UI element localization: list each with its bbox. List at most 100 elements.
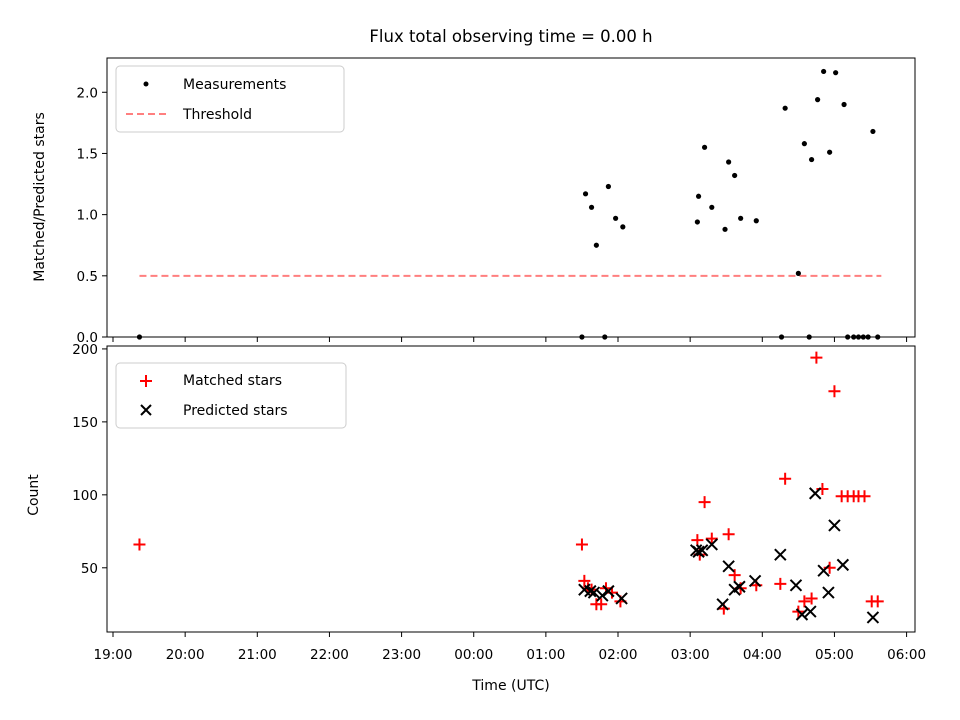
measurement-point — [732, 172, 738, 179]
x-tick-label: 03:00 — [671, 647, 710, 663]
top-axes-frame — [106, 57, 916, 338]
bottom-axes-frame — [106, 345, 916, 633]
x-tick-label: 23:00 — [382, 647, 421, 663]
predicted-star-point — [866, 611, 880, 624]
matched-star-point — [779, 472, 792, 485]
matched-star-point — [575, 538, 588, 551]
chart-title: Flux total observing time = 0.00 h — [369, 27, 652, 46]
x-tick-label: 02:00 — [599, 647, 638, 663]
measurement-point — [808, 156, 815, 163]
matched-star-point — [595, 598, 608, 611]
matched-star-point — [774, 577, 787, 590]
bottom-y-tick-label: 150 — [72, 415, 98, 431]
matched-star-point — [798, 595, 811, 608]
predicted-star-point — [692, 545, 705, 558]
measurement-point — [827, 149, 833, 155]
matched-star-point — [705, 532, 718, 545]
bottom-y-tick-label: 100 — [72, 488, 98, 504]
top-y-ticks: 0.0 0.5 1.0 1.5 2.0 — [77, 85, 107, 346]
predicted-star-point — [828, 519, 841, 532]
top-y-tick-label: 2.0 — [77, 85, 98, 101]
measurement-point — [722, 226, 728, 232]
matched-star-point — [858, 490, 871, 503]
measurement-point — [613, 215, 619, 221]
legend-measurements-label: Measurements — [183, 77, 286, 93]
x-tick-label: 21:00 — [238, 647, 277, 663]
measurement-point — [582, 191, 589, 197]
bottom-legend: Matched stars Predicted stars — [115, 362, 347, 429]
x-tick-label: 04:00 — [743, 647, 782, 663]
top-series — [136, 68, 882, 340]
measurement-point — [738, 215, 744, 221]
predicted-star-point — [817, 564, 830, 577]
bottom-y-tick-label: 200 — [72, 342, 98, 358]
predicted-star-point — [822, 586, 835, 599]
legend-threshold-label: Threshold — [182, 107, 252, 123]
measurement-point — [753, 218, 759, 224]
bottom-y-tick-label: 50 — [81, 561, 98, 577]
top-y-tick-label: 1.5 — [77, 146, 98, 162]
predicted-star-point — [774, 548, 787, 561]
x-tick-label: 00:00 — [454, 647, 493, 663]
legend-measurements-marker — [143, 81, 149, 87]
legend-matched-label: Matched stars — [183, 373, 282, 389]
predicted-star-point — [748, 574, 762, 588]
count-panel: Count Time (UTC) 50 100 150 200 19:00 20:00 2… — [26, 342, 926, 694]
measurement-point — [694, 219, 700, 225]
x-tick-label: 19:00 — [94, 647, 133, 663]
measurement-point — [709, 204, 715, 210]
measurement-point — [841, 101, 847, 108]
matched-star-point — [828, 385, 841, 398]
x-tick-label: 06:00 — [887, 647, 926, 663]
predicted-star-point — [789, 579, 803, 592]
matched-star-point — [871, 595, 884, 608]
predicted-star-point — [615, 592, 628, 605]
predicted-star-point — [836, 558, 850, 572]
predicted-star-point — [722, 560, 735, 573]
predicted-star-point — [695, 544, 709, 557]
x-tick-label: 05:00 — [815, 647, 854, 663]
top-y-tick-label: 1.0 — [77, 208, 98, 224]
measurement-point — [833, 70, 839, 76]
top-legend: Measurements Threshold — [115, 65, 345, 133]
x-tick-label: 01:00 — [526, 647, 565, 663]
x-tick-label: 20:00 — [166, 647, 205, 663]
bottom-series — [133, 351, 884, 624]
predicted-star-point — [596, 589, 609, 602]
predicted-star-point — [808, 487, 822, 500]
predicted-star-point — [716, 598, 729, 611]
bottom-ylabel: Count — [26, 474, 42, 516]
legend-predicted-marker — [140, 404, 152, 416]
top-ylabel: Matched/Predicted stars — [32, 112, 48, 282]
top-x-ticks — [112, 337, 908, 342]
measurement-point — [795, 270, 801, 276]
measurement-point — [605, 183, 611, 190]
predicted-star-point — [584, 584, 597, 598]
matched-star-point — [133, 538, 146, 551]
bottom-xlabel: Time (UTC) — [471, 678, 549, 694]
measurement-point — [620, 224, 626, 230]
matched-star-point — [578, 574, 591, 587]
measurement-point — [701, 144, 708, 150]
measurement-point — [726, 159, 732, 165]
ratio-panel: Flux total observing time = 0.00 h Match… — [32, 27, 916, 346]
predicted-star-point — [795, 608, 809, 621]
x-tick-label: 22:00 — [310, 647, 349, 663]
measurement-point — [801, 141, 807, 147]
predicted-star-point — [602, 584, 615, 598]
bottom-legend-box — [115, 362, 347, 429]
measurement-point — [593, 242, 599, 248]
top-legend-box — [115, 65, 345, 133]
predicted-star-point — [705, 538, 719, 551]
top-y-tick-label: 0.5 — [77, 269, 98, 285]
measurement-point — [870, 128, 876, 135]
measurement-point — [695, 193, 702, 199]
legend-matched-marker — [140, 375, 152, 387]
measurement-point — [782, 105, 788, 111]
measurement-point — [821, 68, 827, 75]
measurement-point — [588, 204, 595, 210]
bottom-x-ticks: 19:00 20:00 21:00 22:00 23:00 00:00 01:00 02:00… — [94, 632, 926, 663]
bottom-y-ticks: 50 100 150 200 — [72, 342, 107, 577]
legend-predicted-label: Predicted stars — [183, 403, 288, 419]
